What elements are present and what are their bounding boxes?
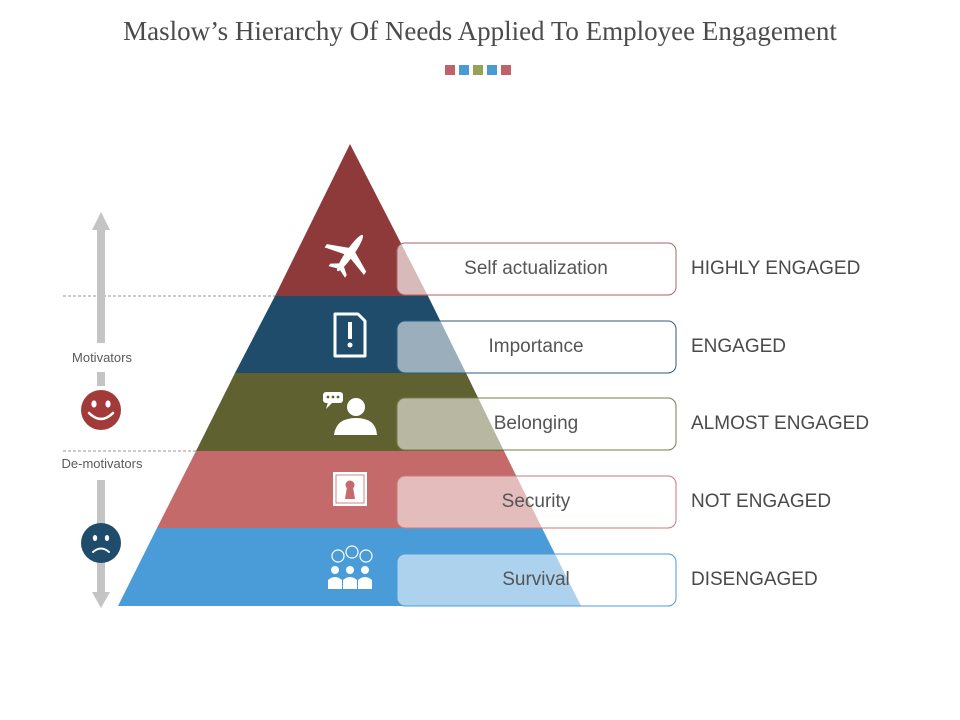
group-people-icon xyxy=(328,545,373,589)
label-box-self-actualization xyxy=(396,242,677,296)
sad-face-icon xyxy=(81,523,121,563)
airplane-icon xyxy=(324,234,367,278)
page-title: Maslow’s Hierarchy Of Needs Applied To E… xyxy=(123,16,837,46)
document-exclamation-icon xyxy=(333,312,367,358)
keyhole-safe-icon xyxy=(333,472,367,506)
engagement-label-disengaged: DISENGAGED xyxy=(691,569,818,590)
level-label-self-actualization: Self actualization xyxy=(464,258,608,279)
engagement-label-highly-engaged: HIGHLY ENGAGED xyxy=(691,258,861,279)
title-dot xyxy=(445,65,455,75)
smiley-face-icon xyxy=(81,390,121,430)
title-dot xyxy=(459,65,469,75)
engagement-label-almost-engaged: ALMOST ENGAGED xyxy=(691,413,870,434)
engagement-label-not-engaged: NOT ENGAGED xyxy=(691,491,832,512)
label-box-survival xyxy=(396,553,677,607)
motivators-label: Motivators xyxy=(72,350,132,365)
level-label-importance: Importance xyxy=(488,336,584,357)
title-decoration-dots xyxy=(445,65,511,75)
pyramid-level-self-actualization xyxy=(275,144,428,296)
label-box-security xyxy=(396,475,677,529)
title-dot xyxy=(487,65,497,75)
level-label-security: Security xyxy=(501,491,571,512)
level-label-survival: Survival xyxy=(502,569,570,590)
title-dot xyxy=(473,65,483,75)
label-box-belonging xyxy=(396,397,677,451)
title-dot xyxy=(501,65,511,75)
engagement-label-engaged: ENGAGED xyxy=(691,336,787,357)
person-speech-icon xyxy=(323,392,377,435)
level-label-belonging: Belonging xyxy=(493,413,579,434)
demotivators-label: De-motivators xyxy=(61,456,143,471)
label-box-importance xyxy=(396,320,677,374)
